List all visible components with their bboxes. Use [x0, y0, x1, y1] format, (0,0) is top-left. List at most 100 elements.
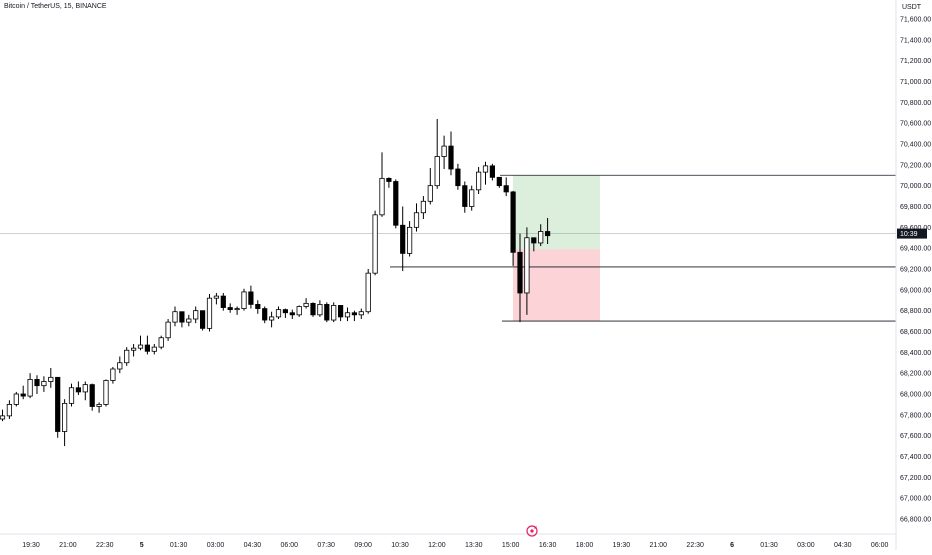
- candle-up: [124, 349, 130, 364]
- candle-up: [165, 321, 171, 339]
- time-tick-label: 13:30: [465, 542, 483, 549]
- candle-down: [227, 307, 233, 311]
- price-tick-label: 69,200.00: [900, 267, 931, 274]
- candle-down: [55, 376, 61, 432]
- candle-up: [275, 309, 282, 318]
- candle-down: [255, 304, 261, 309]
- candle-up: [365, 272, 371, 313]
- time-tick-label: 22:30: [96, 542, 114, 549]
- price-tick-label: 70,800.00: [900, 100, 931, 107]
- price-tick-label: 69,600.00: [900, 225, 931, 232]
- candle-up: [441, 145, 447, 157]
- candle-down: [262, 308, 268, 321]
- candle-down: [337, 305, 344, 318]
- time-tick-label: 19:30: [613, 542, 631, 549]
- candle-up: [137, 344, 144, 349]
- candle-up: [110, 368, 116, 381]
- candle-up: [13, 393, 19, 405]
- candle-down: [400, 224, 406, 254]
- candle-up: [158, 337, 164, 348]
- time-tick-label: 10:30: [391, 542, 409, 549]
- time-tick-label: 21:00: [59, 542, 77, 549]
- candle-down: [503, 185, 509, 193]
- time-axis-settings-icon[interactable]: [526, 525, 538, 537]
- time-tick-label: 12:00: [428, 542, 446, 549]
- candle-up: [524, 237, 530, 294]
- time-axis[interactable]: 19:30 21:00 22:30 5 01:30 03:00 04:30 06:00 07:3…: [22, 542, 888, 549]
- price-tick-label: 70,000.00: [900, 183, 931, 190]
- candle-up: [434, 156, 440, 187]
- candle-down: [144, 344, 150, 352]
- price-tick-label: 71,400.00: [900, 37, 931, 44]
- time-tick-label: 5: [140, 542, 144, 549]
- time-tick-label: 01:30: [170, 542, 188, 549]
- time-tick-label: 03:00: [797, 542, 815, 549]
- candlestick-series: [0, 119, 551, 447]
- candle-down: [393, 181, 399, 226]
- candle-down: [75, 387, 81, 393]
- candle-down: [351, 312, 358, 316]
- candle-up: [420, 200, 427, 214]
- time-tick-label: 01:30: [760, 542, 778, 549]
- price-tick-label: 69,400.00: [900, 246, 931, 253]
- price-tick-label: 67,800.00: [900, 412, 931, 419]
- candle-down: [310, 302, 316, 316]
- candle-up: [538, 231, 544, 244]
- candle-up: [6, 404, 12, 417]
- time-tick-label: 22:30: [686, 542, 704, 549]
- candle-down: [455, 168, 461, 187]
- candle-up: [48, 376, 54, 382]
- candle-up: [62, 402, 68, 432]
- candle-up: [379, 177, 385, 216]
- candle-down: [20, 393, 26, 397]
- time-tick-label: 6: [730, 542, 734, 549]
- candle-up: [317, 304, 323, 316]
- candle-up: [268, 316, 275, 321]
- time-tick-label: 07:30: [317, 542, 335, 549]
- candle-up: [406, 226, 413, 254]
- price-tick-label: 70,400.00: [900, 142, 931, 149]
- candle-up: [234, 308, 240, 311]
- candle-up: [41, 381, 47, 387]
- take-profit-zone[interactable]: [513, 175, 600, 250]
- candle-down: [289, 312, 295, 316]
- candle-up: [303, 302, 309, 307]
- candle-up: [151, 346, 157, 352]
- candle-down: [199, 310, 206, 329]
- candle-down: [496, 176, 502, 187]
- candle-up: [344, 312, 351, 318]
- candle-up: [68, 387, 75, 404]
- time-tick-label: 15:00: [502, 542, 520, 549]
- time-tick-label: 03:00: [207, 542, 225, 549]
- price-tick-label: 68,000.00: [900, 392, 931, 399]
- candle-up: [117, 362, 123, 370]
- candle-down: [462, 185, 468, 207]
- candle-down: [531, 237, 537, 244]
- current-price-marker[interactable]: [897, 228, 927, 239]
- candle-down: [489, 165, 496, 178]
- candle-down: [220, 295, 226, 308]
- price-axis[interactable]: 71,600.00 71,400.00 71,200.00 71,000.00 70,8…: [897, 17, 931, 524]
- current-price-label: 10:39: [900, 231, 918, 238]
- candle-up: [358, 311, 364, 316]
- symbol-title: Bitcoin / TetherUS, 15, BINANCE: [4, 3, 107, 10]
- candle-up: [213, 295, 219, 299]
- candle-down: [510, 191, 516, 253]
- candle-up: [475, 171, 482, 191]
- candle-up: [103, 380, 109, 405]
- time-tick-label: 21:00: [650, 542, 668, 549]
- candle-up: [372, 214, 378, 274]
- horizontal-lines[interactable]: [390, 174, 896, 322]
- time-tick-label: 04:30: [834, 542, 852, 549]
- candle-down: [386, 177, 392, 182]
- price-tick-label: 70,600.00: [900, 121, 931, 128]
- candle-up: [413, 212, 420, 228]
- price-tick-label: 68,400.00: [900, 350, 931, 357]
- candle-down: [448, 145, 454, 170]
- candle-down: [517, 251, 523, 294]
- candle-up: [427, 185, 433, 202]
- price-tick-label: 67,000.00: [900, 496, 931, 503]
- candle-up: [82, 384, 88, 393]
